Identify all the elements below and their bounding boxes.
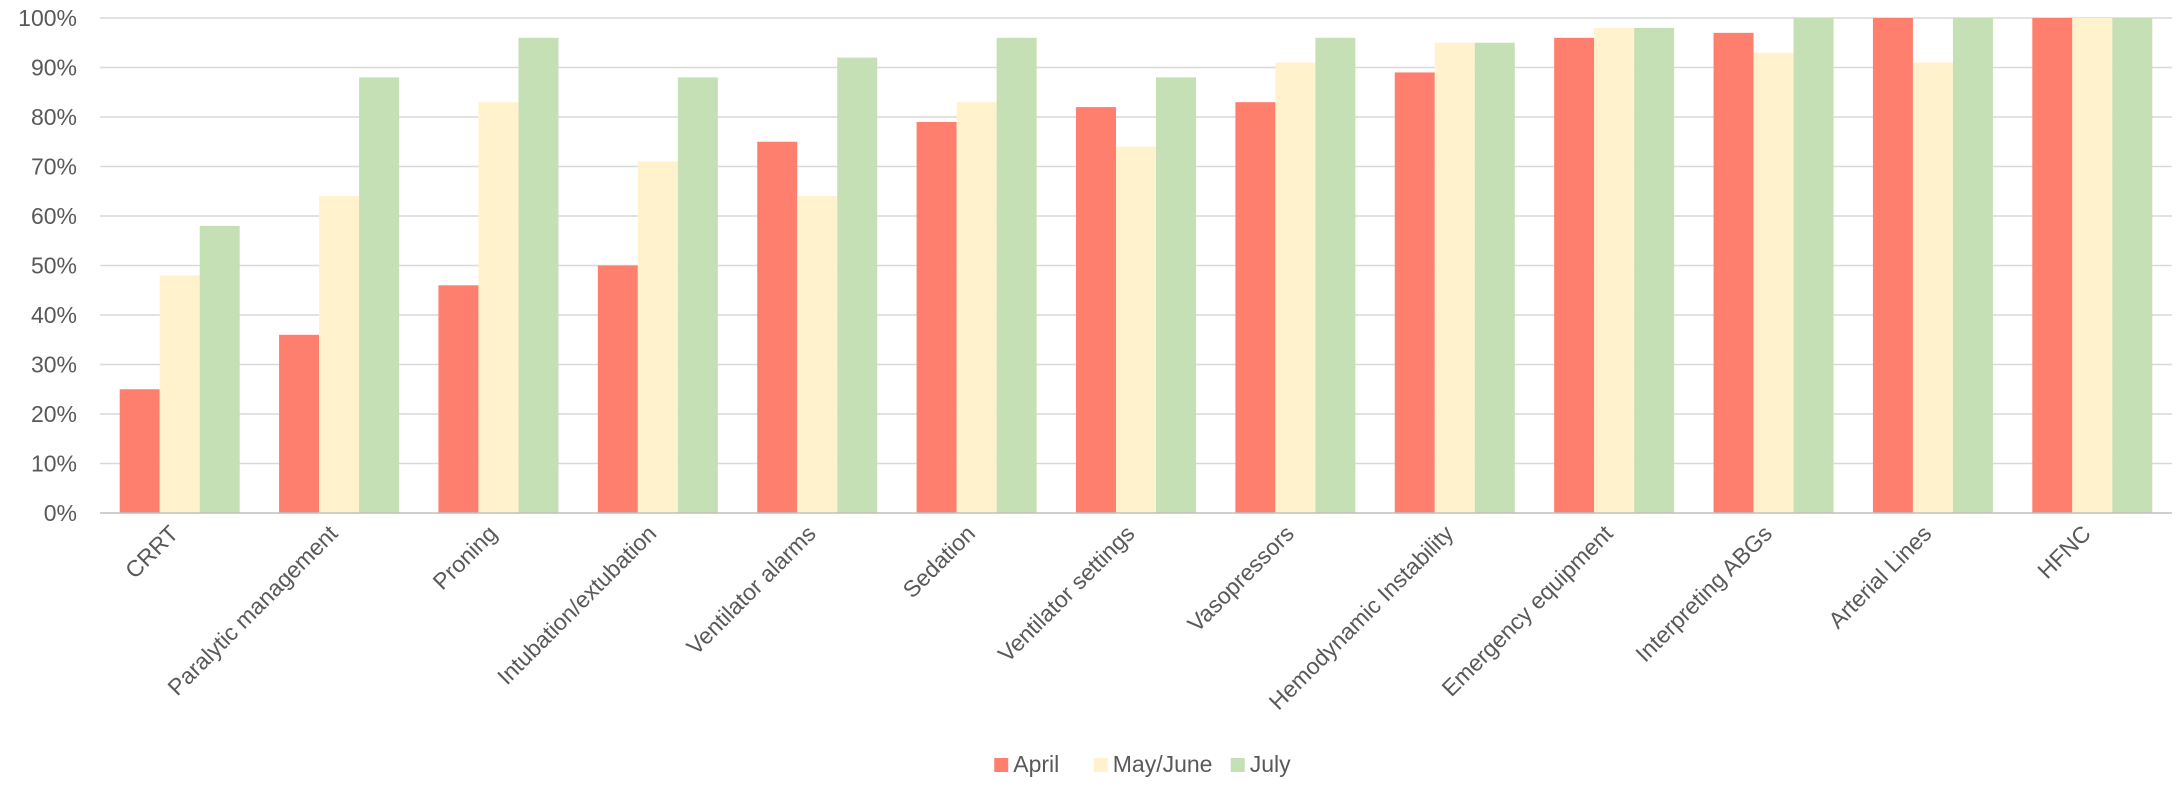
bar-july <box>359 77 400 514</box>
bar-july <box>199 225 240 513</box>
y-tick-label: 20% <box>31 401 77 427</box>
bar-july <box>996 37 1037 514</box>
y-tick-label: 50% <box>31 253 77 279</box>
bar-july <box>1952 18 1993 513</box>
bar-july <box>1793 18 1834 513</box>
bar-may-june <box>1753 52 1794 514</box>
legend-swatch <box>994 758 1009 772</box>
x-category-label: Paralytic management <box>162 520 343 701</box>
bar-may-june <box>159 275 200 513</box>
legend-swatch <box>1093 758 1108 772</box>
bar-april <box>597 265 638 513</box>
bar-april <box>438 285 479 513</box>
bar-july <box>1474 42 1515 513</box>
x-category-label: Intubation/extubation <box>492 520 661 689</box>
bar-may-june <box>1116 146 1156 513</box>
x-category-label: HFNC <box>2032 520 2096 584</box>
y-tick-label: 60% <box>31 203 77 229</box>
bar-may-june <box>319 196 360 513</box>
bar-april <box>279 334 320 513</box>
bar-july <box>2112 18 2153 513</box>
y-tick-label: 80% <box>31 104 77 130</box>
y-tick-label: 30% <box>31 352 77 378</box>
bar-april <box>1713 32 1754 513</box>
bar-may-june <box>478 102 519 514</box>
bar-july <box>837 57 878 513</box>
bar-july <box>1315 37 1356 514</box>
y-tick-label: 90% <box>31 55 77 81</box>
x-category-label: Ventilator settings <box>993 520 1140 667</box>
legend-label: April <box>1013 751 1059 777</box>
bar-april <box>1235 102 1276 514</box>
x-category-label: Arterial Lines <box>1823 520 1936 633</box>
bar-july <box>677 77 718 514</box>
y-axis: 0% 10% 20% 30% 40% 50% 60% 70% 80% 90% 100% <box>18 5 77 526</box>
bar-april <box>1872 18 1913 513</box>
legend-swatch <box>1230 758 1245 772</box>
bar-may-june <box>1434 42 1475 513</box>
y-tick-label: 70% <box>31 154 77 180</box>
x-category-label: Sedation <box>898 520 981 603</box>
bar-july <box>1634 27 1675 514</box>
bar-april <box>757 141 798 513</box>
bar-may-june <box>637 161 678 514</box>
y-tick-label: 100% <box>18 5 77 31</box>
y-tick-label: 40% <box>31 302 77 328</box>
bar-may-june <box>956 102 997 514</box>
y-tick-label: 10% <box>31 451 77 477</box>
bar-april <box>1076 107 1116 513</box>
bar-april <box>1554 37 1595 514</box>
bar-may-june <box>1594 27 1635 514</box>
bar-april <box>916 121 957 513</box>
bars <box>119 18 2153 514</box>
legend-label: July <box>1250 751 1291 777</box>
x-category-label: Hemodynamic Instability <box>1264 520 1459 715</box>
x-category-label: Ventilator alarms <box>681 520 821 660</box>
y-tick-label: 0% <box>44 500 77 526</box>
bar-may-june <box>1275 62 1316 514</box>
legend: April May/June July <box>994 751 1291 777</box>
bar-april <box>2032 18 2073 513</box>
x-category-label: Proning <box>428 520 502 594</box>
x-category-label: Vasopressors <box>1182 520 1299 637</box>
bar-april <box>119 389 160 513</box>
x-category-label: CRRT <box>120 520 183 583</box>
bar-may-june <box>797 196 838 513</box>
bar-april <box>1394 72 1435 513</box>
bar-july <box>1156 77 1196 514</box>
bar-may-june <box>1912 62 1953 514</box>
legend-label: May/June <box>1113 751 1213 777</box>
bar-july <box>518 37 559 514</box>
x-category-label: Interpreting ABGs <box>1630 520 1777 667</box>
bar-may-june <box>2072 18 2113 513</box>
x-category-label: Emergency equipment <box>1437 520 1619 702</box>
